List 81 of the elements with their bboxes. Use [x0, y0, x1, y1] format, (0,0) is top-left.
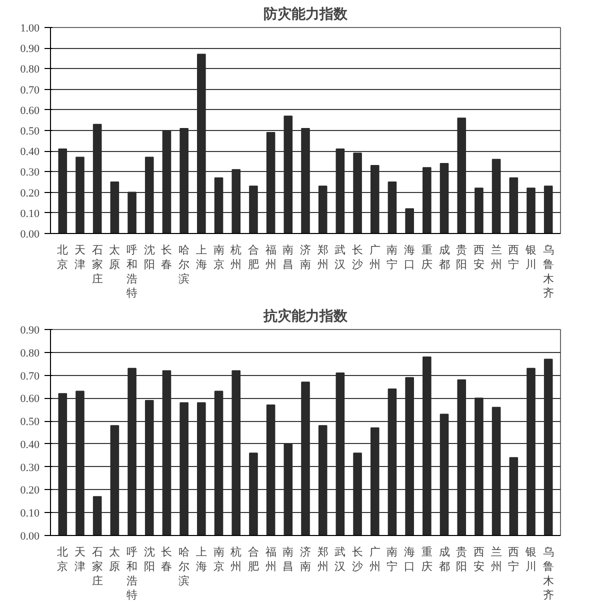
x-tick-label: 合肥 [248, 546, 259, 573]
y-tick-label: 0.00 [20, 530, 40, 542]
x-tick-label: 西宁 [508, 244, 520, 271]
x-tick-label: 长沙 [352, 244, 364, 271]
x-tick-label: 哈尔滨 [178, 244, 190, 286]
y-tick-label: 0.60 [20, 393, 40, 406]
x-tick-label: 成都 [438, 244, 450, 271]
x-tick-label: 贵阳 [456, 244, 468, 271]
y-tick-label: 0.60 [20, 104, 40, 117]
x-tick-label: 北京 [57, 546, 68, 573]
x-tick-label: 广州 [369, 244, 380, 271]
x-tick-label: 重庆 [421, 546, 432, 573]
y-tick-label: 1.00 [20, 22, 40, 34]
y-tick-label: 0.20 [20, 187, 40, 200]
x-tick-label: 海口 [404, 244, 416, 271]
y-tick-label: 0.30 [20, 166, 40, 179]
x-tick-label: 太原 [109, 244, 120, 271]
y-tick-label: 0.90 [20, 324, 40, 336]
y-tick-label: 0.10 [20, 508, 40, 520]
y-tick-label: 0.40 [20, 146, 40, 158]
x-tick-label: 银川 [524, 244, 537, 271]
x-tick-label: 南宁 [386, 546, 398, 573]
x-tick-label: 成都 [438, 546, 450, 573]
chart-title: 防灾能力指数 [264, 6, 348, 22]
x-tick-label: 长春 [161, 546, 172, 573]
x-tick-label: 呼和浩特 [126, 546, 138, 602]
x-tick-label: 石家庄 [92, 546, 103, 588]
x-tick-label: 石家庄 [92, 244, 103, 286]
y-tick-label: 0.00 [20, 228, 40, 240]
x-tick-label: 兰州 [490, 546, 502, 573]
x-tick-label: 上海 [196, 244, 207, 271]
x-tick-label: 西宁 [508, 546, 520, 573]
y-tick-label: 0.70 [20, 370, 40, 382]
x-tick-label: 贵阳 [456, 546, 468, 573]
x-tick-label: 西安 [473, 546, 484, 573]
x-tick-label: 长沙 [352, 546, 364, 573]
y-tick-label: 0.50 [20, 126, 40, 138]
y-tick-label: 0.80 [20, 347, 40, 360]
x-tick-label: 银川 [524, 546, 537, 573]
x-tick-label: 呼和浩特 [126, 244, 138, 300]
x-tick-label: 武汉 [334, 244, 346, 271]
x-tick-label: 南昌 [282, 546, 294, 573]
x-tick-label: 南宁 [386, 244, 398, 271]
x-tick-label: 天津 [74, 244, 86, 271]
x-tick-label: 郑州 [317, 546, 328, 573]
x-tick-label: 福州 [265, 546, 276, 573]
y-tick-label: 0.70 [20, 84, 40, 96]
x-tick-label: 济南 [300, 244, 311, 271]
x-tick-label: 沈阳 [144, 244, 155, 271]
x-tick-label: 福州 [265, 244, 276, 271]
x-tick-label: 合肥 [248, 244, 259, 271]
y-tick-label: 0.30 [20, 462, 40, 474]
x-tick-label: 南京 [213, 546, 224, 573]
y-tick-label: 0.40 [20, 438, 40, 451]
y-tick-label: 0.50 [20, 416, 40, 428]
x-tick-label: 杭州 [230, 244, 242, 271]
y-tick-label: 0.10 [20, 208, 40, 220]
x-tick-label: 哈尔滨 [178, 546, 190, 588]
x-tick-label: 郑州 [317, 244, 328, 271]
x-tick-label: 重庆 [421, 244, 432, 271]
x-tick-label: 天津 [74, 546, 86, 573]
x-tick-label: 西安 [473, 244, 484, 271]
x-tick-label: 南昌 [282, 244, 294, 271]
x-tick-label: 南京 [213, 244, 224, 271]
y-tick-label: 0.90 [20, 43, 40, 56]
x-tick-label: 济南 [300, 546, 311, 573]
y-tick-label: 0.80 [20, 64, 40, 76]
x-tick-label: 长春 [161, 244, 172, 271]
x-tick-label: 广州 [369, 546, 380, 573]
x-tick-label: 乌鲁木齐 [542, 546, 554, 602]
x-tick-label: 海口 [404, 546, 416, 573]
x-tick-label: 乌鲁木齐 [542, 244, 554, 300]
x-tick-label: 杭州 [230, 546, 242, 573]
y-tick-label: 0.20 [20, 484, 40, 497]
chart-title: 抗灾能力指数 [262, 308, 348, 324]
x-tick-label: 武汉 [334, 546, 346, 573]
x-tick-label: 兰州 [490, 244, 502, 271]
x-tick-label: 太原 [109, 546, 120, 573]
x-tick-label: 北京 [57, 244, 68, 271]
x-tick-label: 沈阳 [144, 546, 155, 573]
x-tick-label: 上海 [196, 546, 207, 573]
